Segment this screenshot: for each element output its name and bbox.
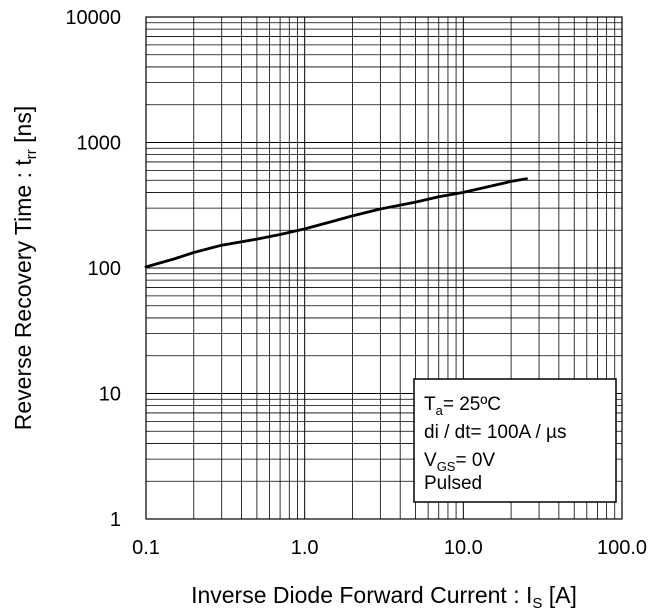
plot-frame: [145, 16, 623, 520]
legend-box: Ta= 25ºC di / dt= 100A / µs VGS= 0V Puls…: [413, 378, 617, 503]
series-line: [144, 177, 528, 269]
y-tick-label: 100: [88, 258, 121, 280]
legend-didt-main: di / dt= 100A / µs: [424, 422, 566, 443]
y-axis-title: Reverse Recovery Time : trr [ns]: [10, 106, 40, 430]
y-tick-label: 1: [110, 509, 121, 531]
x-tick-label: 10.0: [444, 537, 483, 559]
legend-vgs-main: V: [424, 450, 437, 471]
x-axis-title: Inverse Diode Forward Current : IS [A]: [191, 582, 577, 612]
legend-temp-main: T: [424, 394, 436, 415]
legend-temp-sub: a: [436, 403, 444, 418]
legend-line-vgs: VGS= 0V: [424, 450, 495, 474]
x-tick-label: 100.0: [597, 537, 647, 559]
y-tick-label: 10: [99, 384, 121, 406]
series-group: [144, 177, 528, 269]
x-tick-label: 1.0: [291, 537, 319, 559]
legend-vgs-tail: = 0V: [455, 450, 495, 471]
y-tick-label: 1000: [77, 133, 122, 155]
legend-line-pulsed: Pulsed: [424, 473, 482, 494]
tick-labels: 0.1 1.0 10.0 100.0 1 10 100 1000 10000: [65, 7, 647, 559]
legend-line-temperature: Ta= 25ºC: [424, 394, 501, 418]
x-tick-label: 0.1: [132, 537, 160, 559]
legend-vgs-sub: GS: [437, 459, 456, 474]
legend-line-didt: di / dt= 100A / µs: [424, 422, 566, 443]
y-axis-title-main: Reverse Recovery Time : t: [10, 159, 36, 431]
y-axis-title-tail: [ns]: [10, 106, 36, 149]
y-axis-title-sub: rr: [23, 149, 40, 159]
x-axis-title-tail: [A]: [542, 582, 577, 608]
legend-pulsed-main: Pulsed: [424, 473, 482, 494]
y-tick-label: 10000: [65, 7, 121, 29]
x-axis-title-sub: S: [532, 595, 542, 612]
legend-temp-tail: = 25ºC: [443, 394, 501, 415]
x-axis-title-main: Inverse Diode Forward Current : I: [191, 582, 532, 608]
legend-frame: [413, 378, 617, 503]
